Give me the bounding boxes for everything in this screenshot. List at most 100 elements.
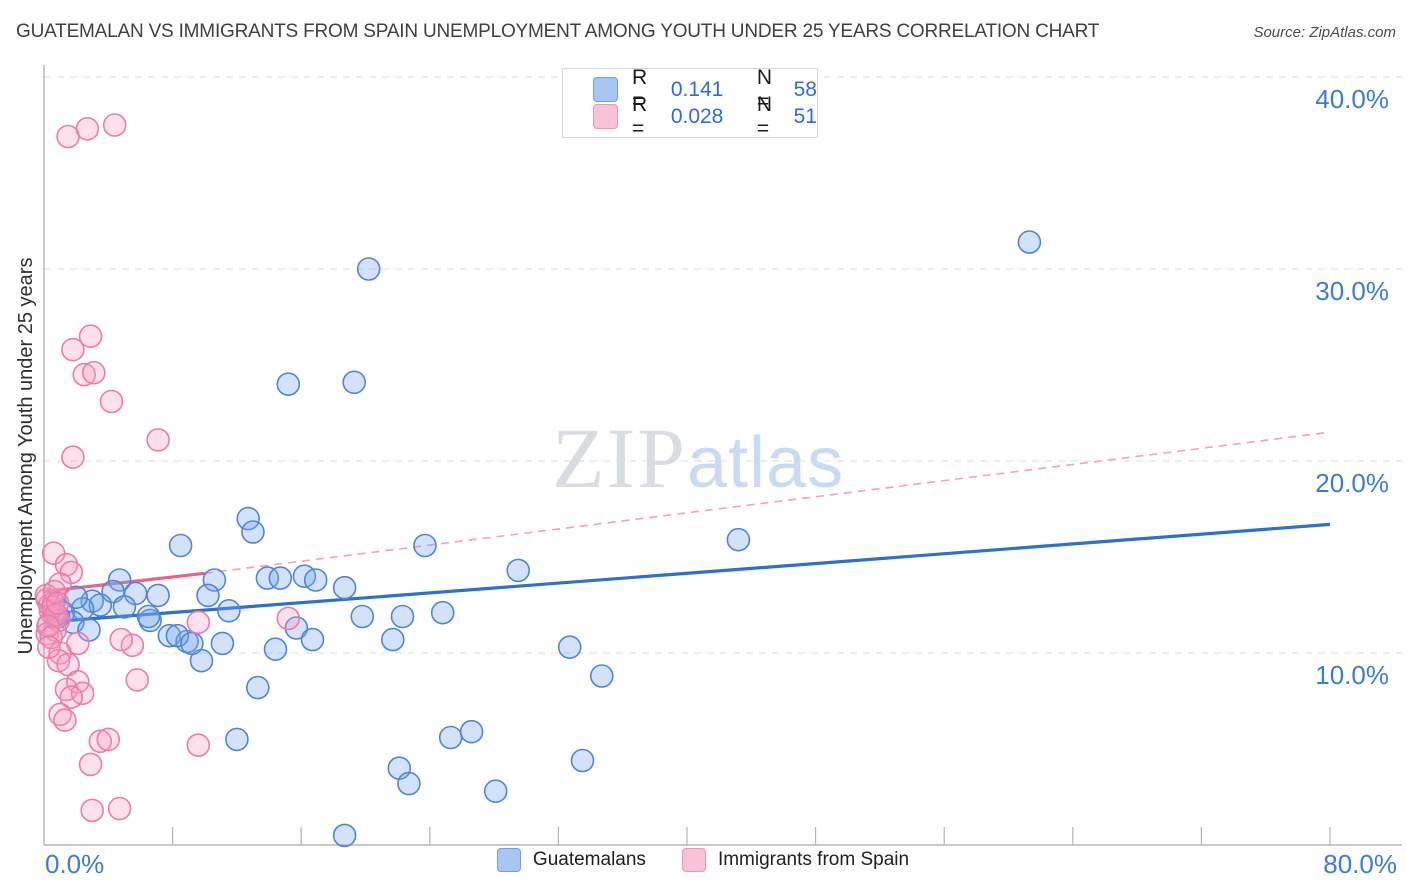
r-value-spain: 0.028 bbox=[670, 104, 724, 128]
correlation-stats-legend: R = 0.141 N = 58 R = 0.028 N = 51 bbox=[562, 66, 818, 140]
data-point-guatemalans[interactable] bbox=[210, 631, 235, 656]
data-point-guatemalans[interactable] bbox=[413, 533, 437, 558]
data-point-guatemalans[interactable] bbox=[217, 598, 241, 623]
data-point-guatemalans[interactable] bbox=[430, 600, 455, 625]
r-label: R = bbox=[632, 92, 648, 140]
data-point-spain[interactable] bbox=[96, 727, 121, 752]
y-axis-label-20: 20.0% bbox=[1315, 468, 1389, 498]
data-point-spain[interactable] bbox=[186, 610, 211, 635]
data-point-spain[interactable] bbox=[125, 668, 149, 692]
n-label: N = bbox=[756, 65, 772, 113]
data-point-guatemalans[interactable] bbox=[284, 616, 309, 640]
legend-row-spain: R = 0.028 N = 51 bbox=[593, 93, 817, 140]
r-label: R = bbox=[632, 65, 648, 113]
trend-line-guatemalans-solid bbox=[43, 522, 1331, 624]
data-point-guatemalans[interactable] bbox=[332, 823, 357, 848]
data-point-spain[interactable] bbox=[72, 362, 96, 387]
data-point-spain[interactable] bbox=[99, 389, 124, 414]
data-point-guatemalans[interactable] bbox=[112, 595, 137, 619]
data-point-guatemalans[interactable] bbox=[506, 558, 531, 583]
data-point-guatemalans[interactable] bbox=[236, 506, 260, 531]
data-point-spain[interactable] bbox=[146, 428, 170, 452]
data-point-spain[interactable] bbox=[120, 633, 145, 658]
data-point-guatemalans[interactable] bbox=[483, 779, 508, 804]
data-point-guatemalans[interactable] bbox=[241, 520, 265, 544]
page-title: GUATEMALAN VS IMMIGRANTS FROM SPAIN UNEM… bbox=[16, 21, 1100, 42]
data-point-spain[interactable] bbox=[276, 606, 301, 631]
y-axis-label-40: 40.0% bbox=[1315, 84, 1389, 114]
data-point-guatemalans[interactable] bbox=[397, 771, 421, 796]
data-point-guatemalans[interactable] bbox=[157, 623, 182, 648]
spain-swatch bbox=[593, 104, 618, 129]
data-point-spain[interactable] bbox=[78, 324, 103, 349]
data-point-spain[interactable] bbox=[78, 752, 103, 777]
data-point-guatemalans[interactable] bbox=[300, 627, 325, 652]
data-point-spain[interactable] bbox=[36, 635, 61, 660]
spain-legend-label: Immigrants from Spain bbox=[717, 849, 910, 870]
legend-row-guatemalans: R = 0.141 N = 58 bbox=[593, 66, 817, 113]
data-point-spain[interactable] bbox=[88, 729, 113, 754]
data-point-guatemalans[interactable] bbox=[255, 566, 280, 590]
data-point-guatemalans[interactable] bbox=[268, 566, 293, 590]
legend-item-guatemalans[interactable]: Guatemalans bbox=[496, 848, 646, 872]
data-point-spain[interactable] bbox=[61, 445, 85, 470]
data-point-guatemalans[interactable] bbox=[146, 583, 170, 608]
data-point-guatemalans[interactable] bbox=[1017, 230, 1042, 254]
data-point-guatemalans[interactable] bbox=[225, 727, 249, 752]
data-point-spain[interactable] bbox=[53, 708, 77, 733]
data-point-guatemalans[interactable] bbox=[356, 257, 381, 281]
data-point-guatemalans[interactable] bbox=[180, 631, 204, 656]
data-point-spain[interactable] bbox=[45, 591, 70, 615]
data-point-guatemalans[interactable] bbox=[107, 568, 132, 592]
guatemalans-legend-swatch bbox=[496, 848, 521, 872]
data-point-guatemalans[interactable] bbox=[165, 623, 190, 648]
data-point-spain[interactable] bbox=[39, 625, 64, 650]
data-point-guatemalans[interactable] bbox=[202, 568, 227, 592]
data-point-guatemalans[interactable] bbox=[438, 725, 463, 750]
trend-line-spain-dashed bbox=[204, 431, 1331, 575]
data-point-guatemalans[interactable] bbox=[726, 527, 751, 552]
spain-legend-swatch bbox=[681, 848, 706, 872]
y-axis-label-30: 30.0% bbox=[1315, 276, 1389, 306]
data-point-spain[interactable] bbox=[61, 337, 85, 362]
data-point-spain[interactable] bbox=[59, 685, 84, 710]
guatemalans-swatch bbox=[593, 77, 618, 102]
data-point-spain[interactable] bbox=[82, 360, 106, 385]
data-point-guatemalans[interactable] bbox=[245, 675, 270, 700]
data-point-spain[interactable] bbox=[186, 733, 211, 758]
x-axis-label-min: 0.0% bbox=[45, 849, 105, 879]
data-point-guatemalans[interactable] bbox=[70, 596, 95, 621]
data-point-guatemalans[interactable] bbox=[350, 604, 375, 629]
data-point-guatemalans[interactable] bbox=[332, 575, 357, 600]
data-point-guatemalans[interactable] bbox=[168, 533, 193, 558]
data-point-guatemalans[interactable] bbox=[459, 719, 484, 744]
data-point-guatemalans[interactable] bbox=[276, 372, 301, 397]
data-point-guatemalans[interactable] bbox=[196, 583, 220, 608]
n-value-spain: 51 bbox=[793, 104, 817, 128]
n-value-guatemalans: 58 bbox=[793, 77, 817, 101]
data-point-guatemalans[interactable] bbox=[557, 635, 582, 660]
data-point-spain[interactable] bbox=[102, 113, 127, 137]
data-point-spain[interactable] bbox=[80, 798, 104, 823]
n-label: N = bbox=[756, 92, 772, 140]
data-point-guatemalans[interactable] bbox=[136, 604, 161, 629]
data-point-guatemalans[interactable] bbox=[570, 748, 595, 773]
data-point-guatemalans[interactable] bbox=[88, 593, 113, 617]
data-point-guatemalans[interactable] bbox=[380, 627, 405, 652]
data-point-guatemalans[interactable] bbox=[263, 637, 288, 662]
legend-item-spain[interactable]: Immigrants from Spain bbox=[681, 848, 910, 872]
data-point-guatemalans[interactable] bbox=[303, 568, 328, 592]
data-point-guatemalans[interactable] bbox=[390, 604, 415, 629]
data-point-spain[interactable] bbox=[109, 627, 133, 652]
series-legend: Guatemalans Immigrants from Spain bbox=[0, 848, 1406, 872]
data-point-guatemalans[interactable] bbox=[342, 370, 367, 395]
data-point-spain[interactable] bbox=[107, 796, 132, 821]
guatemalans-legend-label: Guatemalans bbox=[532, 849, 646, 870]
data-point-guatemalans[interactable] bbox=[589, 664, 614, 688]
r-value-guatemalans: 0.141 bbox=[670, 77, 724, 101]
source-attribution: Source: ZipAtlas.com bbox=[1253, 24, 1396, 41]
data-point-guatemalans[interactable] bbox=[64, 585, 88, 610]
data-point-spain[interactable] bbox=[75, 117, 100, 141]
